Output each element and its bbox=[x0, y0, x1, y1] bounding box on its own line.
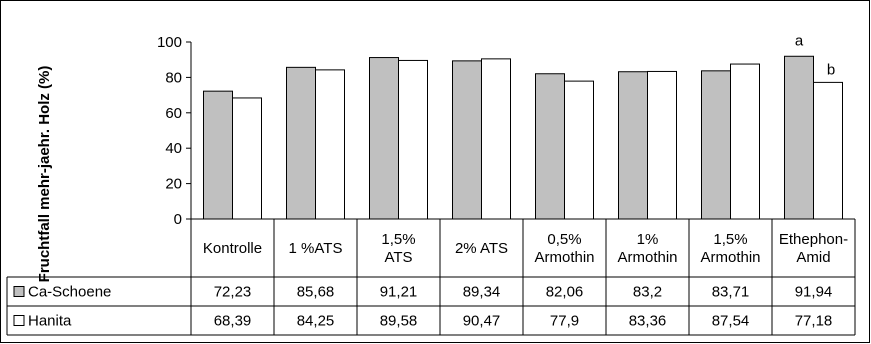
table-value: 91,94 bbox=[795, 284, 833, 301]
category-label: Armothin bbox=[700, 249, 760, 266]
table-value: 89,34 bbox=[463, 284, 501, 301]
bar-hanita bbox=[315, 69, 345, 220]
bar-hanita bbox=[647, 70, 677, 220]
y-axis-label: Fruchtfall mehr-jaehr. Holz (%) bbox=[36, 66, 53, 283]
bars bbox=[203, 55, 843, 220]
bar-hanita bbox=[232, 97, 262, 220]
table-value: 83,2 bbox=[633, 284, 662, 301]
table-value: 84,25 bbox=[297, 313, 335, 330]
bar-ca-schoene bbox=[535, 73, 565, 220]
bar-annotation: b bbox=[827, 61, 835, 78]
y-tick-label: 80 bbox=[165, 69, 182, 86]
category-label: 1,5% bbox=[381, 231, 415, 248]
bar-annotation: a bbox=[795, 32, 804, 49]
table-value: 90,47 bbox=[463, 313, 501, 330]
bar-ca-schoene bbox=[784, 55, 814, 220]
bar-hanita bbox=[564, 80, 594, 220]
annotations: ab bbox=[795, 32, 835, 78]
category-label: 1% bbox=[637, 231, 659, 248]
table-value: 83,36 bbox=[629, 313, 667, 330]
legend-label: Ca-Schoene bbox=[28, 284, 111, 301]
bar-hanita bbox=[813, 81, 843, 220]
table-value: 72,23 bbox=[214, 284, 252, 301]
y-axis: 0 20 40 60 80 100 bbox=[157, 34, 192, 228]
category-label: Armothin bbox=[617, 249, 677, 266]
legend-swatch-ca-schoene bbox=[13, 286, 25, 297]
y-tick-label: 100 bbox=[157, 34, 182, 51]
bar-hanita bbox=[398, 59, 428, 220]
table-value: 68,39 bbox=[214, 313, 252, 330]
category-label: Kontrolle bbox=[203, 240, 262, 257]
bar-ca-schoene bbox=[618, 71, 648, 220]
y-tick-label: 60 bbox=[165, 105, 182, 122]
bar-ca-schoene bbox=[701, 70, 731, 220]
legend-label: Hanita bbox=[28, 313, 72, 330]
category-label: 0,5% bbox=[547, 231, 581, 248]
category-label: 2% ATS bbox=[455, 240, 508, 257]
bar-hanita bbox=[481, 58, 511, 220]
table-value: 77,9 bbox=[550, 313, 579, 330]
table-value: 77,18 bbox=[795, 313, 833, 330]
y-tick-label: 20 bbox=[165, 176, 182, 193]
bar-hanita bbox=[730, 63, 760, 220]
table-value: 82,06 bbox=[546, 284, 584, 301]
category-label: Armothin bbox=[534, 249, 594, 266]
bar-ca-schoene bbox=[286, 66, 316, 220]
y-tick-label: 40 bbox=[165, 140, 182, 157]
category-label: ATS bbox=[384, 249, 412, 266]
category-label: 1 %ATS bbox=[289, 240, 343, 257]
category-label: 1,5% bbox=[713, 231, 747, 248]
bar-ca-schoene bbox=[452, 60, 482, 220]
table-value: 85,68 bbox=[297, 284, 335, 301]
bar-ca-schoene bbox=[203, 90, 233, 220]
table-value: 91,21 bbox=[380, 284, 418, 301]
table-value: 89,58 bbox=[380, 313, 418, 330]
y-tick-label: 0 bbox=[174, 211, 182, 228]
table-value: 87,54 bbox=[712, 313, 750, 330]
legend-swatch-hanita bbox=[13, 315, 25, 326]
category-label: Amid bbox=[796, 249, 830, 266]
table-value: 83,71 bbox=[712, 284, 750, 301]
category-label: Ethephon- bbox=[779, 231, 848, 248]
bar-ca-schoene bbox=[369, 57, 399, 220]
